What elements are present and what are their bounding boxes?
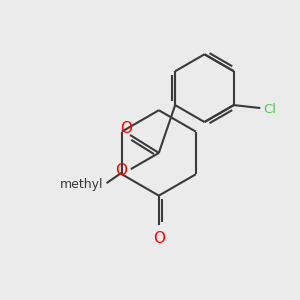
Text: O: O: [153, 231, 165, 246]
Text: O: O: [115, 163, 127, 178]
Text: Cl: Cl: [263, 103, 276, 116]
Text: O: O: [121, 121, 133, 136]
Text: methyl: methyl: [60, 178, 103, 191]
